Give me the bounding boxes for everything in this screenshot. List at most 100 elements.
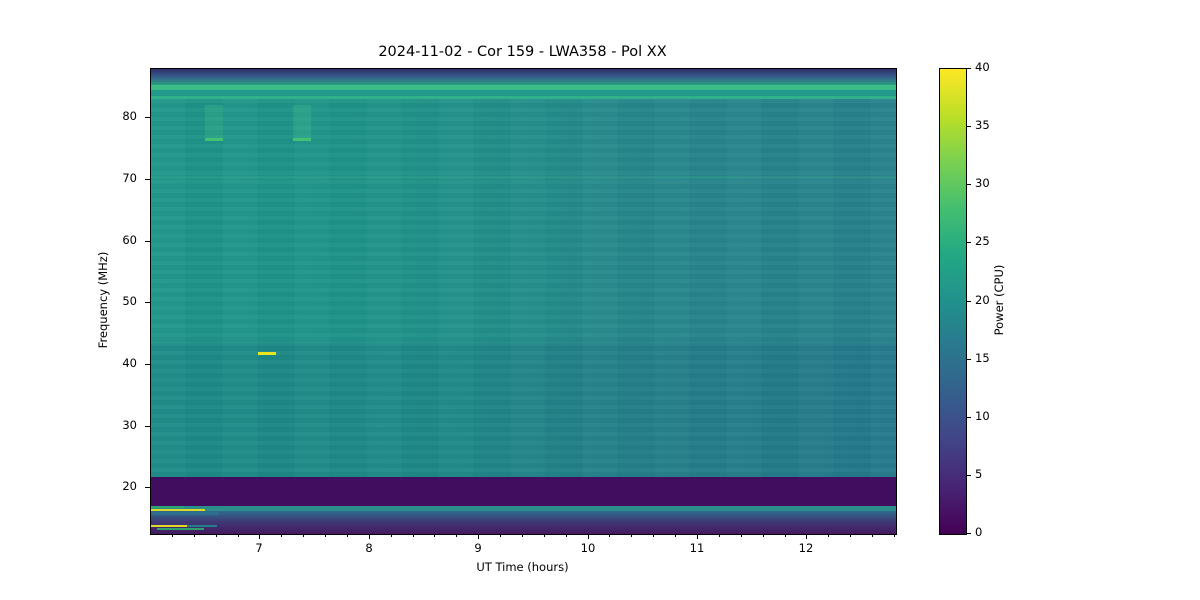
y-tick-label-30: 30 [122,418,137,432]
x-minor-tick [828,534,829,537]
colorbar-tick-label-25: 25 [975,234,990,248]
feature-burst-column-b-76-82mhz [293,105,311,142]
y-tick-30 [145,426,150,427]
x-minor-tick [216,534,217,537]
x-minor-tick [609,534,610,537]
colorbar-tick-15 [967,359,971,360]
band-teal-line-17mhz [151,506,896,512]
x-axis-label: UT Time (hours) [476,560,569,574]
x-minor-tick [763,534,764,537]
colorbar-tick-label-30: 30 [975,176,990,190]
y-tick-60 [145,241,150,242]
y-tick-label-70: 70 [122,171,137,185]
y-tick-50 [145,302,150,303]
x-minor-tick [391,534,392,537]
y-tick-80 [145,117,150,118]
colorbar-tick-30 [967,184,971,185]
x-tick-label-12: 12 [798,541,814,555]
feature-teal-tail-16.5mhz [204,509,224,512]
y-tick-20 [145,487,150,488]
colorbar-label: Power (CPU) [992,264,1006,336]
feature-green-segment-17mhz [151,506,184,509]
colorbar [939,68,967,535]
band-suppressed-band-18-22mhz [151,477,896,507]
x-minor-tick [631,534,632,537]
colorbar-tick-35 [967,126,971,127]
feature-burst-dash-a-76mhz [204,137,224,141]
colorbar-tick-label-0: 0 [975,525,983,539]
colorbar-tick-20 [967,301,971,302]
colorbar-tick-label-40: 40 [975,60,990,74]
colorbar-tick-40 [967,68,971,69]
band-lower-blue-tint [151,343,896,477]
x-minor-tick [522,534,523,537]
band-top-edge-dark-gradient [151,69,896,85]
band-band-84mhz [151,90,896,97]
x-tick-7 [259,534,260,539]
x-tick-9 [478,534,479,539]
x-minor-tick [347,534,348,537]
feature-yellow-rfi-16.5mhz [151,509,205,512]
x-minor-tick [894,534,895,537]
colorbar-tick-0 [967,533,971,534]
x-minor-tick [566,534,567,537]
feature-teal-tail-14mhz [187,524,217,527]
feature-blue-rows-16mhz [151,511,219,515]
y-tick-label-40: 40 [122,356,137,370]
x-minor-tick [281,534,282,537]
y-tick-40 [145,364,150,365]
band-faint-line-70mhz [151,176,896,180]
feature-burst-dash-b-76mhz [293,137,311,141]
x-minor-tick [544,534,545,537]
colorbar-tick-label-35: 35 [975,118,990,132]
y-axis-label: Frequency (MHz) [96,251,110,349]
x-tick-label-8: 8 [365,541,373,555]
colorbar-tick-5 [967,475,971,476]
spectrogram-texture [151,99,896,477]
colorbar-tick-label-10: 10 [975,409,990,423]
feature-yellow-burst-42mhz [258,352,276,355]
x-tick-label-11: 11 [689,541,705,555]
y-tick-70 [145,179,150,180]
feature-burst-column-a-76-82mhz [204,105,224,142]
x-minor-tick [238,534,239,537]
x-minor-tick [653,534,654,537]
spectrogram-plot-area [150,68,897,535]
x-tick-label-7: 7 [255,541,263,555]
colorbar-tick-label-20: 20 [975,293,990,307]
colorbar-tick-label-15: 15 [975,351,990,365]
x-minor-tick [434,534,435,537]
x-tick-label-9: 9 [474,541,482,555]
colorbar-tick-label-5: 5 [975,467,983,481]
feature-green-rfi-13.4mhz [156,527,204,530]
x-minor-tick [500,534,501,537]
band-light-line-83mhz [151,96,896,99]
y-tick-label-20: 20 [122,479,137,493]
y-tick-label-60: 60 [122,233,137,247]
x-minor-tick [675,534,676,537]
x-minor-tick [413,534,414,537]
x-minor-tick [850,534,851,537]
colorbar-tick-25 [967,242,971,243]
x-minor-tick [303,534,304,537]
x-minor-tick [456,534,457,537]
feature-yellow-rfi-14mhz [151,524,188,527]
y-tick-label-80: 80 [122,109,137,123]
colorbar-tick-10 [967,417,971,418]
x-tick-label-10: 10 [580,541,596,555]
y-tick-label-50: 50 [122,294,137,308]
band-bright-line-85mhz [151,85,896,91]
x-minor-tick [719,534,720,537]
x-minor-tick [785,534,786,537]
x-tick-8 [369,534,370,539]
plot-title: 2024-11-02 - Cor 159 - LWA358 - Pol XX [378,44,667,60]
x-minor-tick [872,534,873,537]
x-tick-12 [806,534,807,539]
x-minor-tick [194,534,195,537]
x-minor-tick [172,534,173,537]
x-minor-tick [325,534,326,537]
x-tick-11 [697,534,698,539]
x-tick-10 [588,534,589,539]
x-minor-tick [741,534,742,537]
